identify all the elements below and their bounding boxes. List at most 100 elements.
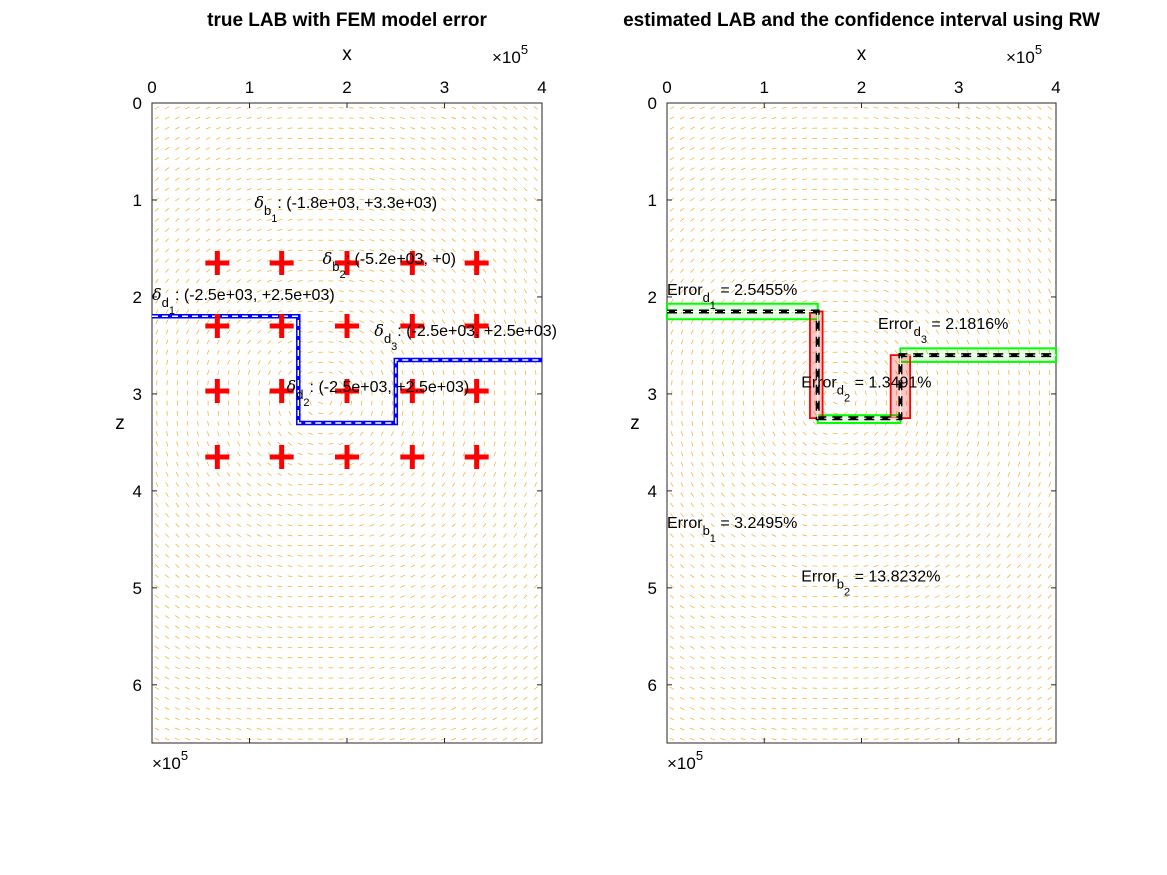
field-arrow xyxy=(720,554,726,558)
field-arrow xyxy=(701,329,704,335)
field-arrow xyxy=(751,462,756,467)
field-arrow xyxy=(781,493,787,497)
chart-title: estimated LAB and the confidence interva… xyxy=(623,10,1100,31)
field-arrow xyxy=(730,177,736,181)
field-arrow xyxy=(534,268,538,273)
annotation-subsub: 3 xyxy=(391,341,397,353)
field-arrow xyxy=(781,667,787,669)
field-arrow xyxy=(792,360,797,365)
field-arrow xyxy=(410,605,416,609)
field-arrow xyxy=(914,615,920,619)
field-arrow xyxy=(185,737,190,741)
field-arrow xyxy=(802,320,807,323)
sensor-marker xyxy=(335,314,359,339)
field-arrow xyxy=(863,555,869,557)
field-arrow xyxy=(461,553,467,558)
field-arrow xyxy=(875,400,877,406)
field-arrow xyxy=(431,319,435,324)
field-arrow xyxy=(1006,238,1011,243)
field-arrow xyxy=(690,157,695,161)
field-arrow xyxy=(945,309,950,314)
field-arrow xyxy=(863,493,869,496)
field-arrow xyxy=(863,269,869,272)
field-arrow xyxy=(195,238,200,242)
field-arrow xyxy=(502,696,508,700)
field-arrow xyxy=(175,594,180,599)
field-arrow xyxy=(441,147,446,150)
field-arrow xyxy=(700,147,705,151)
field-arrow xyxy=(720,666,726,670)
field-arrow xyxy=(400,677,405,680)
field-arrow xyxy=(761,666,767,669)
field-arrow xyxy=(473,339,476,345)
field-arrow xyxy=(711,349,714,355)
field-arrow xyxy=(884,330,889,334)
field-arrow xyxy=(730,208,736,212)
field-arrow xyxy=(287,687,293,689)
field-arrow xyxy=(267,595,272,598)
field-arrow xyxy=(258,380,261,386)
field-arrow xyxy=(843,473,848,476)
field-arrow xyxy=(350,400,353,406)
field-arrow xyxy=(277,360,282,365)
field-arrow xyxy=(185,268,190,273)
field-arrow xyxy=(761,534,767,537)
field-arrow xyxy=(206,349,210,355)
field-arrow xyxy=(246,636,252,639)
field-arrow xyxy=(176,451,179,457)
field-arrow xyxy=(670,451,673,457)
field-arrow xyxy=(512,727,518,731)
field-arrow xyxy=(782,421,786,426)
field-arrow xyxy=(926,410,928,416)
field-arrow xyxy=(700,187,705,191)
field-arrow xyxy=(380,340,385,345)
field-arrow xyxy=(268,410,271,416)
field-arrow xyxy=(1027,574,1032,579)
field-arrow xyxy=(226,574,231,578)
field-arrow xyxy=(700,482,705,487)
field-arrow xyxy=(195,737,201,741)
field-arrow xyxy=(513,635,518,640)
field-arrow xyxy=(740,666,746,669)
field-arrow xyxy=(380,452,384,457)
field-arrow xyxy=(348,534,354,537)
field-arrow xyxy=(196,349,200,355)
field-arrow xyxy=(431,268,436,273)
field-arrow xyxy=(277,188,283,191)
field-arrow xyxy=(751,451,756,457)
field-arrow xyxy=(430,116,436,120)
field-arrow xyxy=(473,421,475,426)
field-arrow xyxy=(946,431,949,437)
field-arrow xyxy=(359,147,365,150)
field-arrow xyxy=(761,717,767,720)
field-arrow xyxy=(287,290,293,293)
field-arrow xyxy=(186,441,189,447)
field-arrow xyxy=(257,319,262,324)
field-arrow xyxy=(482,686,487,690)
field-arrow xyxy=(338,229,344,231)
field-arrow xyxy=(935,523,940,528)
field-arrow xyxy=(389,697,395,700)
field-arrow xyxy=(730,605,736,609)
field-arrow xyxy=(802,290,808,293)
field-arrow xyxy=(226,707,231,710)
field-arrow xyxy=(925,503,930,507)
field-arrow xyxy=(175,248,180,253)
field-arrow xyxy=(533,696,538,701)
field-arrow xyxy=(523,187,528,192)
field-arrow xyxy=(523,594,528,599)
field-arrow xyxy=(267,697,272,700)
field-arrow xyxy=(215,666,221,670)
field-arrow xyxy=(781,636,787,639)
field-arrow xyxy=(762,451,766,457)
field-arrow xyxy=(369,157,375,160)
field-arrow xyxy=(389,728,395,730)
field-arrow xyxy=(894,564,899,568)
field-arrow xyxy=(400,462,405,467)
field-arrow xyxy=(782,350,787,355)
field-arrow xyxy=(894,330,899,334)
field-arrow xyxy=(257,360,261,365)
field-arrow xyxy=(690,116,695,120)
field-arrow xyxy=(380,462,385,467)
field-arrow xyxy=(205,564,211,568)
